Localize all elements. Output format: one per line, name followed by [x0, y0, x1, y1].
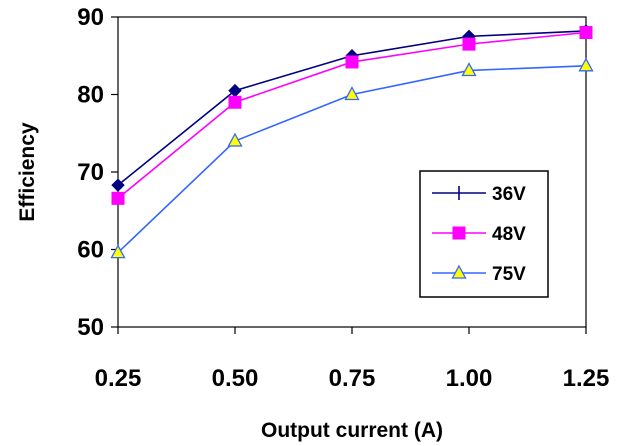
- y-axis-ticks: 50 60 70 80 90: [77, 4, 118, 341]
- series-48V: [111, 26, 593, 205]
- x-axis-ticks: 0.25 0.50 0.75 1.00 1.25: [95, 327, 610, 392]
- y-tick-label: 60: [77, 237, 104, 264]
- x-tick-label: 1.00: [446, 365, 493, 392]
- x-axis-label: Output current (A): [261, 419, 443, 442]
- x-tick-label: 0.25: [95, 365, 142, 392]
- legend-item-36V: 36V: [432, 184, 526, 205]
- legend: 36V 48V 75V: [419, 170, 549, 298]
- series-36V: [111, 24, 593, 192]
- data-point: [344, 86, 360, 101]
- y-tick-label: 70: [77, 159, 104, 186]
- legend-marker: [452, 226, 466, 240]
- legend-item-75V: 75V: [432, 264, 526, 285]
- data-point: [578, 57, 594, 72]
- plot-area: [117, 16, 587, 328]
- x-tick-label: 1.25: [563, 365, 610, 392]
- series-layer: [110, 24, 594, 259]
- data-point: [579, 26, 593, 39]
- data-point: [111, 191, 125, 205]
- legend-item-48V: 48V: [432, 224, 526, 245]
- data-point: [228, 95, 242, 109]
- data-point: [110, 244, 126, 259]
- y-axis-label: Efficiency: [16, 122, 39, 222]
- legend-label: 75V: [492, 264, 526, 285]
- data-point: [227, 132, 243, 147]
- legend-box: [419, 170, 549, 298]
- y-tick-label: 50: [77, 314, 104, 341]
- data-point: [111, 178, 125, 192]
- data-point: [345, 55, 359, 69]
- x-tick-label: 0.75: [329, 365, 376, 392]
- y-tick-label: 80: [77, 82, 104, 109]
- legend-marker: [451, 264, 467, 279]
- legend-label: 36V: [492, 184, 526, 205]
- y-tick-label: 90: [77, 4, 104, 31]
- data-point: [462, 37, 476, 51]
- legend-label: 48V: [492, 224, 526, 245]
- series-75V: [110, 57, 594, 259]
- data-point: [461, 62, 477, 77]
- x-tick-label: 0.50: [212, 365, 259, 392]
